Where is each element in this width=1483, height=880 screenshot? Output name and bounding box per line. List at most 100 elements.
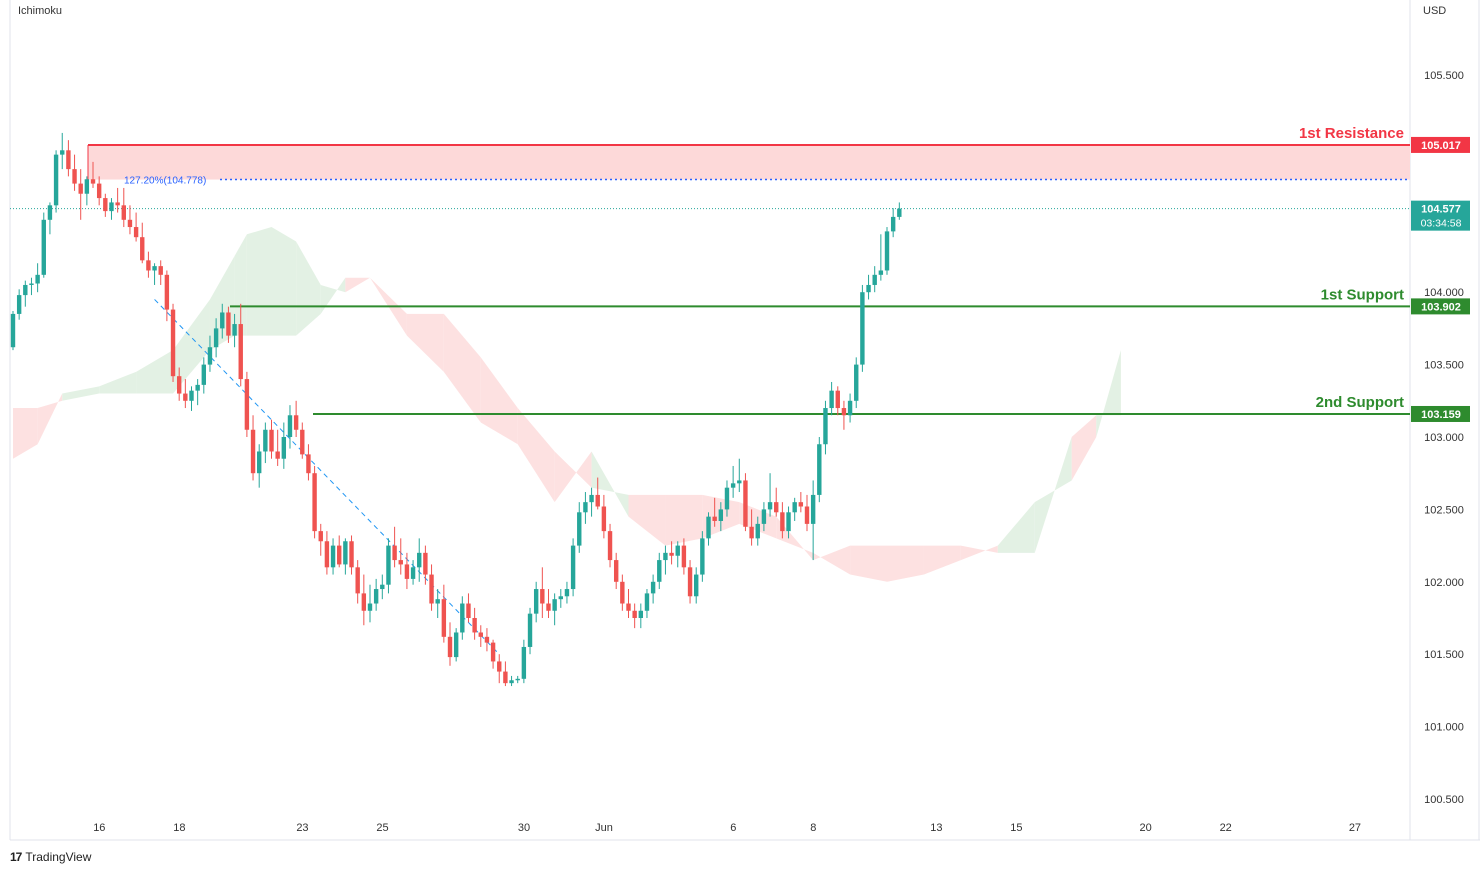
bearish-cloud-segment [960,545,998,561]
candle-body [798,502,804,507]
x-tick-label: 6 [730,822,736,834]
y-tick-label: 100.500 [1424,794,1464,806]
candle-body [515,678,520,681]
candle-body [238,324,243,380]
candle-body [866,284,871,293]
candle-body [632,610,637,618]
bullish-cloud-segment [271,227,297,336]
bearish-cloud-segment [628,494,666,546]
candle-body [829,390,834,409]
y-tick-label: 102.500 [1424,504,1464,516]
fib-extension-label: 127.20%(104.778) [124,176,206,187]
candle-body [897,208,902,217]
candle-body [841,408,847,416]
candle-body [552,599,557,611]
x-tick-label: 18 [173,822,185,834]
candle-body [250,429,256,474]
candle-body [96,183,102,199]
bullish-cloud-segment [99,371,137,394]
candle-body [540,589,545,604]
candle-body [786,512,791,532]
candle-body [478,632,483,637]
candle-body [60,150,65,155]
candle-body [466,603,471,618]
candle-body [398,560,403,565]
y-tick-label: 103.000 [1424,432,1464,444]
candle-body [577,512,582,546]
candle-body [761,509,767,524]
candle-body [355,567,360,594]
candle-body [626,603,631,611]
candle-body [90,179,96,184]
x-tick-label: 16 [93,822,105,834]
candle-body [373,589,379,604]
candle-body [287,415,293,437]
candle-body [300,429,305,455]
candle-body [423,552,428,575]
candle-body [195,384,200,391]
candle-body [78,183,83,194]
candle-body [854,364,859,401]
candle-body [53,154,59,206]
candle-body [115,202,120,206]
candle-body [767,502,773,510]
candle-body [35,274,40,284]
bullish-cloud-segment [173,299,210,394]
x-tick-label: 8 [810,822,816,834]
candle-body [324,541,330,568]
currency-label: USD [1423,5,1447,17]
candle-body [884,231,890,271]
candle-body [293,415,299,430]
indicator-name[interactable]: Ichimoku [18,5,63,17]
candle-body [263,429,268,452]
bullish-cloud-segment [136,350,174,394]
candle-body [484,636,490,643]
y-tick-label: 102.000 [1424,577,1464,589]
candle-body [226,312,231,336]
candle-body [527,613,533,647]
candle-body [497,661,502,672]
x-tick-label: 13 [930,822,942,834]
candle-body [712,516,717,521]
candle-body [490,642,496,662]
candle-body [183,393,188,401]
bullish-cloud-segment [234,234,247,336]
candle-body [410,567,416,579]
bullish-cloud-segment [997,502,1035,553]
candle-body [620,581,625,604]
candle-body [835,390,840,409]
candle-body [847,400,853,416]
candle-body [349,541,354,568]
candle-body [601,506,607,532]
candle-body [429,574,434,604]
bullish-cloud-segment [1034,437,1072,553]
candle-body [281,437,287,459]
bearish-cloud-segment [406,313,444,372]
candle-body [435,599,440,604]
candle-body [127,219,133,228]
candle-body [589,494,594,503]
level-price-text: 105.017 [1421,140,1461,152]
candle-body [663,552,668,561]
candle-body [164,274,170,310]
candle-body [675,545,680,556]
candle-body [441,599,447,637]
candle-body [275,451,280,459]
tradingview-brand[interactable]: 17 TradingView [10,850,91,864]
candle-body [755,523,760,539]
y-tick-label: 103.500 [1424,360,1464,372]
candle-body [133,227,139,238]
bearish-cloud-segment [37,393,63,445]
candle-body [257,451,262,474]
candle-body [66,150,71,170]
candle-body [337,545,342,565]
candle-body [29,283,34,285]
candle-body [16,295,22,314]
candle-body [392,545,397,561]
candle-body [872,274,877,285]
bullish-cloud-segment [246,227,272,336]
candle-body [386,545,391,585]
candle-body [152,266,157,271]
candle-body [583,502,588,513]
candle-body [706,516,711,539]
